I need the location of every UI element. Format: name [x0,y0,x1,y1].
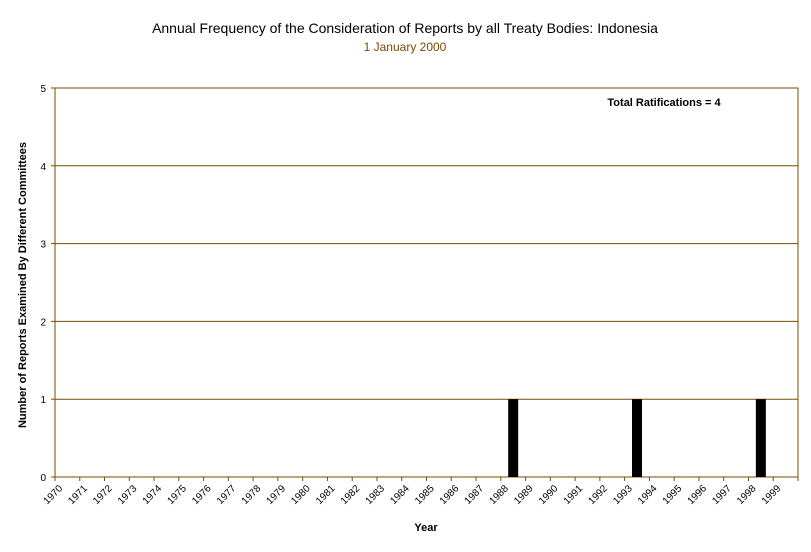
x-tick-label: 1995 [661,483,685,507]
plot-frame [54,87,799,478]
chart-title: Annual Frequency of the Consideration of… [152,20,658,36]
y-tick-label: 0 [40,473,46,484]
y-axis-label: Number of Reports Examined By Different … [17,142,29,428]
x-tick-label: 1996 [686,483,710,507]
x-tick-label: 1994 [636,483,660,507]
chart-subtitle: 1 January 2000 [364,40,447,54]
x-tick-label: 1981 [314,483,338,507]
bar-1998 [755,399,766,477]
grid-lines [55,87,798,400]
x-tick-label: 1986 [438,483,462,507]
x-tick-label: 1979 [265,483,289,507]
x-tick-label: 1993 [611,483,635,507]
x-tick-label: 1990 [537,483,561,507]
x-tick-label: 1991 [562,483,586,507]
bar-1988 [508,399,519,477]
y-tick-label: 5 [40,84,46,95]
y-tick-label: 3 [40,240,46,251]
y-tick-label: 1 [40,395,46,406]
x-tick-label: 1983 [364,483,388,507]
x-tick-label: 1976 [190,483,214,507]
x-tick-label: 1985 [413,483,437,507]
y-tick-label: 2 [40,317,46,328]
x-axis-ticks: 1970 1971 1972 1973 1974 1975 1976 1977 1978 1979… [42,477,799,507]
bar-1993 [632,399,643,477]
y-axis-ticks: 0 1 2 3 4 5 [40,84,55,484]
x-tick-label: 1987 [463,483,487,507]
x-tick-label: 1977 [215,483,239,507]
total-ratifications-annotation: Total Ratifications = 4 [607,97,721,109]
x-tick-label: 1999 [760,483,784,507]
x-tick-label: 1997 [710,483,734,507]
x-tick-label: 1978 [240,483,264,507]
x-tick-label: 1971 [66,483,90,507]
x-tick-label: 1973 [116,483,140,507]
x-tick-label: 1980 [289,483,313,507]
x-tick-label: 1982 [339,483,363,507]
y-tick-label: 4 [40,162,46,173]
x-tick-label: 1975 [165,483,189,507]
x-tick-label: 1984 [388,483,412,507]
x-tick-label: 1972 [91,483,115,507]
x-tick-label: 1992 [586,483,610,507]
bars [508,399,766,477]
x-tick-label: 1998 [735,483,759,507]
x-tick-label: 1974 [141,483,165,507]
x-axis-label: Year [414,522,438,534]
x-tick-label: 1989 [512,483,536,507]
x-tick-label: 1988 [487,483,511,507]
x-tick-label: 1970 [42,483,66,507]
